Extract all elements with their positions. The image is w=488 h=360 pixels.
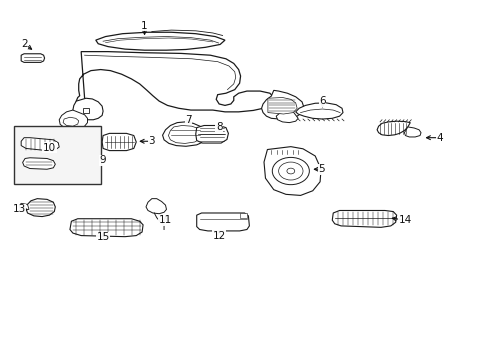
Circle shape xyxy=(278,162,303,180)
Polygon shape xyxy=(162,122,207,146)
Polygon shape xyxy=(239,213,246,218)
Polygon shape xyxy=(82,156,100,165)
Polygon shape xyxy=(70,219,143,237)
Polygon shape xyxy=(168,126,201,143)
Polygon shape xyxy=(376,121,409,135)
Text: 8: 8 xyxy=(215,122,222,132)
Text: 13: 13 xyxy=(13,204,26,215)
Text: 12: 12 xyxy=(212,231,225,240)
Text: 1: 1 xyxy=(141,21,147,31)
Polygon shape xyxy=(146,199,166,214)
Polygon shape xyxy=(295,103,342,119)
Polygon shape xyxy=(21,138,59,150)
Text: 9: 9 xyxy=(100,155,106,165)
Polygon shape xyxy=(21,54,44,62)
Circle shape xyxy=(286,168,294,174)
Polygon shape xyxy=(102,134,136,150)
Text: 10: 10 xyxy=(43,143,56,153)
Polygon shape xyxy=(261,90,304,119)
Polygon shape xyxy=(76,51,274,117)
Polygon shape xyxy=(331,211,396,227)
Text: 7: 7 xyxy=(185,115,191,125)
Circle shape xyxy=(272,157,309,185)
Polygon shape xyxy=(73,98,103,120)
Text: 11: 11 xyxy=(159,215,172,225)
Polygon shape xyxy=(96,32,224,50)
Text: 14: 14 xyxy=(398,215,411,225)
Text: 5: 5 xyxy=(318,164,324,174)
Polygon shape xyxy=(26,199,55,217)
Polygon shape xyxy=(82,108,89,113)
Polygon shape xyxy=(267,98,297,114)
Polygon shape xyxy=(264,147,321,195)
Polygon shape xyxy=(404,127,420,137)
Polygon shape xyxy=(22,158,55,169)
Polygon shape xyxy=(196,213,249,231)
Text: 4: 4 xyxy=(435,133,442,143)
Text: 3: 3 xyxy=(148,136,155,146)
Polygon shape xyxy=(276,112,298,123)
Text: 2: 2 xyxy=(21,39,27,49)
Text: 6: 6 xyxy=(319,96,325,106)
Text: 15: 15 xyxy=(96,232,109,242)
Polygon shape xyxy=(19,203,29,210)
Bar xyxy=(14,126,101,184)
Polygon shape xyxy=(59,110,87,130)
Polygon shape xyxy=(63,117,79,126)
Polygon shape xyxy=(195,126,228,143)
